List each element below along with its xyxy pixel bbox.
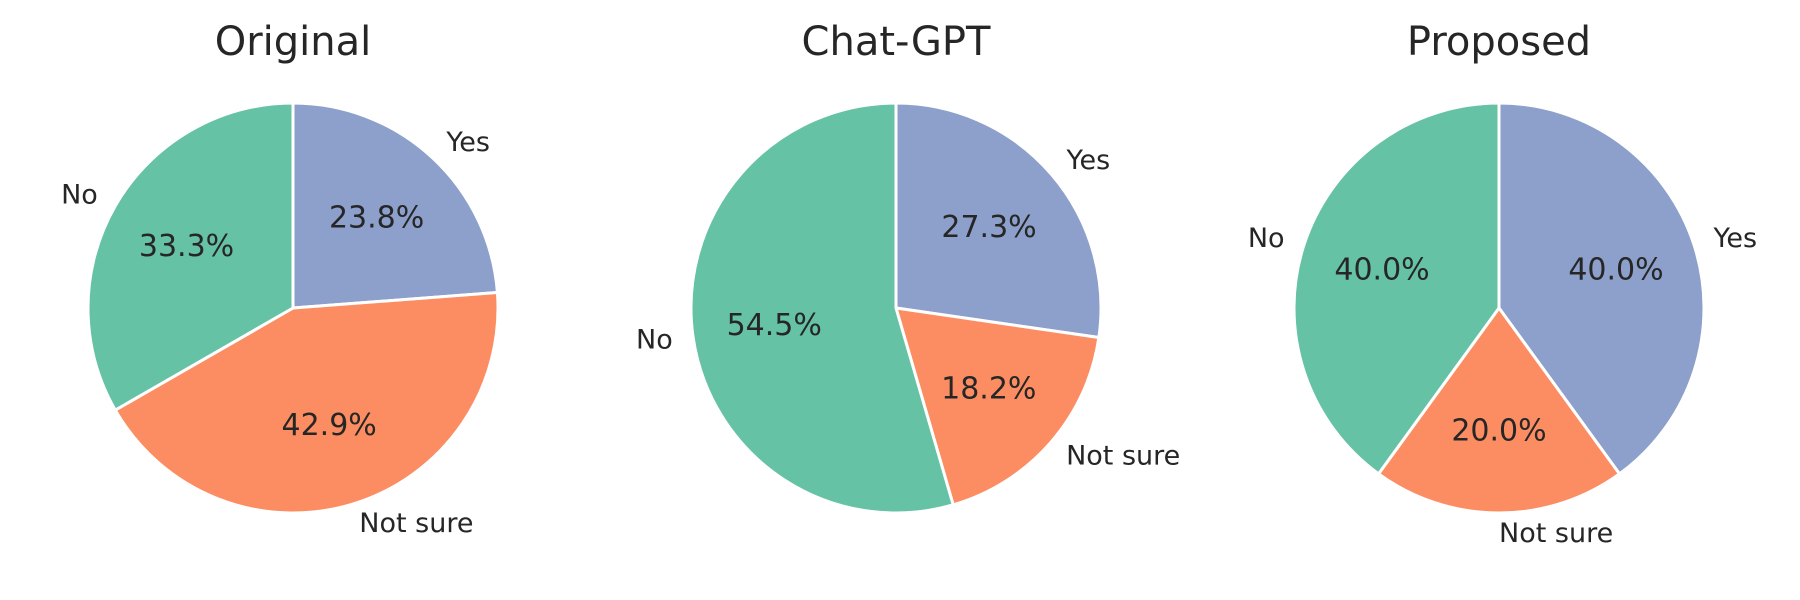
pie-chat-gpt: Chat-GPT 27.3% Yes 18.2% Not sure 54.5% No <box>636 19 1180 515</box>
value-label-chat-gpt-no: 54.5% <box>727 308 822 343</box>
pie-proposed: Proposed 40.0% Yes 20.0% Not sure 40.0% No <box>1248 19 1757 549</box>
value-label-original-yes: 23.8% <box>329 200 424 235</box>
value-label-original-no: 33.3% <box>139 229 234 264</box>
slice-proposed-not-sure <box>1377 306 1621 515</box>
category-label-proposed-no: No <box>1248 223 1285 254</box>
category-label-proposed-not-sure: Not sure <box>1499 518 1613 549</box>
category-label-original-not-sure: Not sure <box>359 508 473 539</box>
chart-title-original: Original <box>215 19 372 65</box>
value-label-proposed-yes: 40.0% <box>1568 252 1663 287</box>
pie-original: Original 23.8% Yes 42.9% Not sure 33.3% No <box>61 19 500 539</box>
value-label-chat-gpt-not-sure: 18.2% <box>941 371 1036 406</box>
slice-original-yes <box>291 101 499 310</box>
slice-chat-gpt-not-sure <box>894 306 1101 507</box>
value-label-proposed-no: 40.0% <box>1334 252 1429 287</box>
chart-title-chat-gpt: Chat-GPT <box>802 19 991 65</box>
slice-proposed-yes <box>1497 101 1706 476</box>
slice-proposed-no <box>1292 101 1501 476</box>
category-label-original-yes: Yes <box>445 127 490 158</box>
category-label-chat-gpt-no: No <box>636 324 673 355</box>
chart-title-proposed: Proposed <box>1407 19 1591 65</box>
category-label-proposed-yes: Yes <box>1712 223 1757 254</box>
slice-chat-gpt-no <box>689 101 955 515</box>
value-label-proposed-not-sure: 20.0% <box>1451 414 1546 449</box>
slice-chat-gpt-yes <box>894 101 1103 340</box>
value-label-chat-gpt-yes: 27.3% <box>941 210 1036 245</box>
category-label-original-no: No <box>61 180 98 211</box>
value-label-original-not-sure: 42.9% <box>282 408 377 443</box>
category-label-chat-gpt-yes: Yes <box>1066 145 1111 176</box>
slice-original-not-sure <box>113 291 500 515</box>
category-label-chat-gpt-not-sure: Not sure <box>1066 441 1180 472</box>
slice-original-no <box>86 101 295 412</box>
